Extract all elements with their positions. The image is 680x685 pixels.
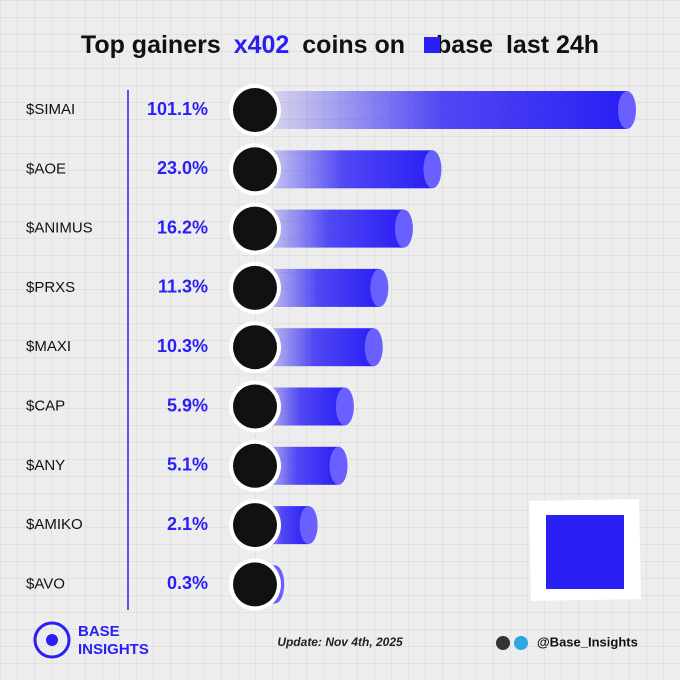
value-label: 23.0%	[157, 158, 208, 178]
coin-icon-inner	[233, 88, 277, 132]
base-square	[546, 515, 624, 589]
telegram-icon[interactable]	[514, 636, 528, 650]
bar-cap	[364, 328, 383, 367]
brand-name: BASE	[78, 623, 120, 640]
value-label: 5.9%	[167, 395, 208, 415]
coin-icon-inner	[233, 443, 277, 488]
bar-cap	[618, 91, 636, 129]
title-part: base	[436, 31, 493, 59]
bar-cap	[329, 446, 348, 485]
coin-icon-inner	[233, 206, 277, 251]
base-logo	[424, 37, 440, 53]
value-label: 11.3%	[158, 277, 208, 297]
title-part: last 24h	[506, 31, 599, 59]
coin-icon-inner	[233, 325, 277, 370]
category-label: $MAXI	[26, 338, 71, 355]
category-label: $PRXS	[26, 279, 75, 296]
bar	[255, 150, 433, 189]
bar	[255, 91, 627, 129]
chart-title: Top gainers x402 coins on base last 24h	[81, 31, 599, 59]
category-label: $AMIKO	[26, 516, 83, 533]
coin-icon-inner	[233, 265, 277, 310]
category-label: $AOE	[26, 160, 66, 177]
value-label: 16.2%	[157, 217, 208, 237]
value-label: 101.1%	[147, 99, 208, 119]
value-label: 2.1%	[167, 514, 208, 534]
coin-icon-inner	[233, 147, 277, 192]
value-label: 0.3%	[167, 573, 208, 593]
value-label: 5.1%	[167, 455, 208, 475]
title-part: x402	[234, 31, 290, 59]
category-label: $ANY	[26, 457, 65, 474]
category-label: $ANIMUS	[26, 220, 93, 237]
brand-icon-dot	[46, 634, 58, 646]
brand-icon	[33, 621, 71, 659]
x-icon[interactable]	[496, 636, 510, 650]
title-part: Top gainers	[81, 31, 221, 59]
bar-cap	[299, 506, 318, 545]
coin-icon-inner	[233, 384, 277, 429]
coin-icon-inner	[233, 562, 277, 607]
bar-cap	[423, 150, 442, 189]
update-date: Update: Nov 4th, 2025	[277, 635, 403, 649]
brand-name: INSIGHTS	[78, 641, 149, 658]
category-label: $CAP	[26, 397, 65, 414]
bar-cap	[335, 387, 354, 426]
coin-icon-inner	[233, 503, 277, 548]
bar-cap	[370, 268, 389, 307]
handle[interactable]: @Base_Insights	[537, 634, 638, 649]
value-label: 10.3%	[157, 336, 208, 356]
bar-cap	[394, 209, 413, 248]
category-label: $SIMAI	[26, 101, 75, 118]
category-label: $AVO	[26, 575, 65, 592]
title-part: coins on	[302, 31, 405, 59]
